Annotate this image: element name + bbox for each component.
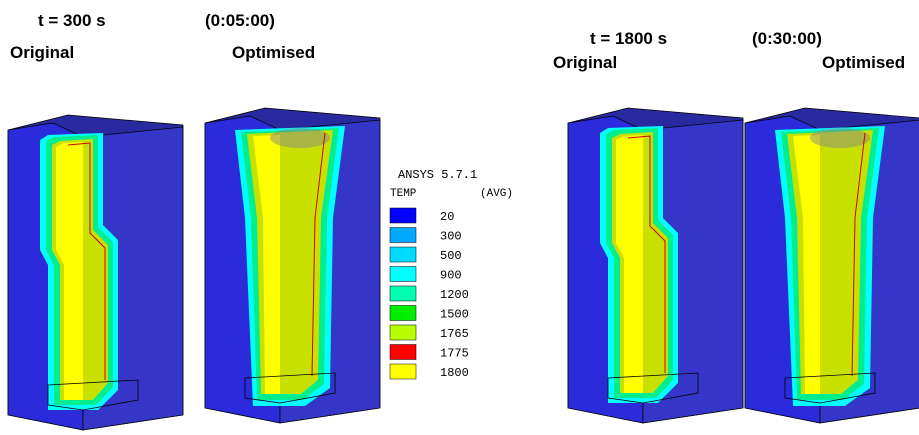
legend-swatch [390,228,416,243]
legend-swatch [390,306,416,321]
legend-title: ANSYS 5.7.1 [398,168,477,182]
figure: t = 300 s (0:05:00) Original Optimised t… [0,0,919,435]
legend-swatch [390,325,416,340]
legend-swatch [390,364,416,379]
render-optimised-1800 [745,108,919,423]
render-optimised-300 [205,108,380,423]
panel-label: Original [553,53,617,72]
legend-label: 900 [440,269,462,283]
legend-label: 300 [440,230,462,244]
panel-label: Original [10,43,74,62]
legend-quantity: TEMP [390,188,417,200]
clock-label: (0:30:00) [752,29,822,48]
legend-label: 1800 [440,366,469,380]
legend-swatch [390,247,416,262]
legend-label: 1765 [440,327,469,341]
legend: ANSYS 5.7.1 TEMP (AVG) 20 300 500 900 1200 15… [390,168,513,380]
legend-mode: (AVG) [480,188,513,200]
time-label: t = 300 s [38,11,106,30]
render-original-1800 [568,108,743,423]
legend-swatch [390,286,416,301]
legend-label: 1200 [440,288,469,302]
time-label: t = 1800 s [590,29,667,48]
legend-swatch [390,208,416,223]
legend-label: 1775 [440,347,469,361]
legend-swatch [390,345,416,360]
legend-swatch [390,267,416,282]
legend-label: 1500 [440,308,469,322]
legend-label: 20 [440,210,454,224]
render-original-300 [8,115,183,430]
panel-label: Optimised [232,43,315,62]
clock-label: (0:05:00) [205,11,275,30]
legend-label: 500 [440,249,462,263]
panel-label: Optimised [822,53,905,72]
